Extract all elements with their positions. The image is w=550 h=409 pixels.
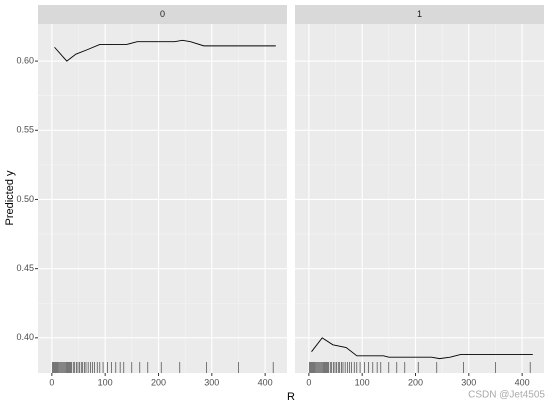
strip-label: 1 [417,9,422,19]
line [311,337,533,360]
y-tick-label: 0.55 [16,125,34,135]
strip [38,5,287,24]
x-tick-label: 200 [408,377,423,387]
x-tick-label: 300 [461,377,476,387]
x-tick-label: 0 [49,377,54,387]
x-tick-label: 100 [355,377,370,387]
y-tick-label: 0.50 [16,194,34,204]
x-axis-title: R [287,391,295,403]
x-tick-label: 200 [151,377,166,387]
y-tick-label: 0.45 [16,263,34,273]
watermark: CSDN @Jet4505 [468,390,545,401]
x-tick-label: 100 [98,377,113,387]
line [54,39,276,62]
y-tick-label: 0.60 [16,55,34,65]
x-tick-label: 0 [306,377,311,387]
y-axis-title: Predicted y [4,170,16,226]
strip-label: 0 [160,9,165,19]
panel [38,24,287,373]
x-tick-label: 400 [515,377,530,387]
x-tick-label: 400 [258,377,273,387]
panel [295,24,544,373]
y-tick-label: 0.40 [16,332,34,342]
strip [295,5,544,24]
x-tick-label: 300 [204,377,219,387]
